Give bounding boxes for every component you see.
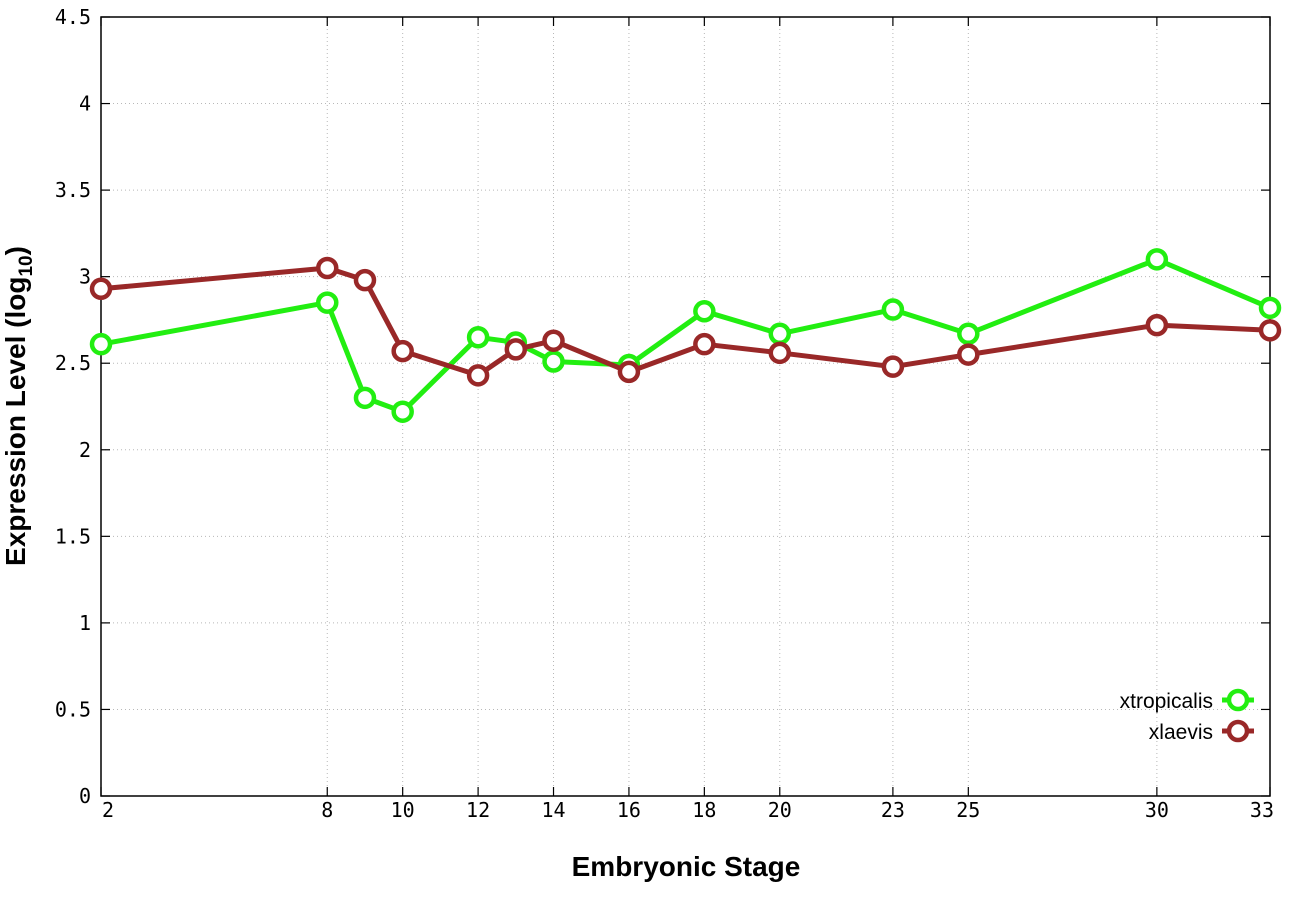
tick-marks — [100, 16, 1271, 797]
legend-key-xlaevis — [1222, 719, 1254, 743]
data-point-xtropicalis — [1258, 296, 1282, 320]
data-point-xlaevis — [1258, 319, 1282, 342]
data-point-xlaevis — [881, 355, 905, 378]
y-axis-title-close: ) — [0, 246, 31, 255]
y-tick-label: 0 — [79, 784, 91, 808]
series-line-xlaevis — [100, 265, 1271, 378]
x-tick-label: 23 — [881, 798, 905, 822]
data-point-xlaevis — [504, 338, 528, 361]
data-point-xtropicalis — [391, 400, 414, 423]
grid — [101, 17, 1270, 796]
data-point-xlaevis — [316, 256, 339, 280]
x-tick-label: 25 — [956, 798, 980, 822]
data-point-xlaevis — [353, 268, 377, 292]
x-tick-label: 14 — [541, 798, 565, 822]
data-point-xtropicalis — [316, 291, 339, 314]
data-point-xtropicalis — [768, 322, 792, 346]
x-tick-label: 18 — [692, 798, 716, 822]
y-tick-label: 2.5 — [55, 351, 91, 375]
legend-label-xlaevis: xlaevis — [1149, 721, 1213, 744]
y-axis-title-subscript: 10 — [16, 255, 37, 276]
x-tick-label: 10 — [391, 798, 415, 822]
data-point-xtropicalis — [89, 332, 113, 356]
legend-label-xtropicalis: xtropicalis — [1120, 690, 1213, 713]
x-tick-label: 16 — [617, 798, 641, 822]
y-tick-label: 3.5 — [55, 178, 91, 202]
data-point-xtropicalis — [353, 386, 377, 410]
legend-marker — [1226, 688, 1250, 712]
x-tick-label: 12 — [466, 798, 490, 822]
data-point-xlaevis — [466, 364, 490, 387]
x-axis-title: Embryonic Stage — [572, 851, 801, 882]
x-tick-label: 2 — [102, 798, 114, 822]
data-point-xtropicalis — [542, 350, 565, 373]
y-tick-label: 0.5 — [55, 697, 91, 721]
data-point-xlaevis — [617, 360, 641, 384]
x-tick-label: 20 — [768, 798, 792, 822]
y-tick-label: 2 — [79, 438, 91, 462]
legend-key-xtropicalis — [1222, 688, 1254, 712]
data-point-xtropicalis — [881, 298, 905, 321]
data-point-xlaevis — [391, 339, 414, 363]
data-point-xlaevis — [768, 341, 792, 365]
x-tick-label: 33 — [1250, 798, 1274, 822]
y-tick-label: 1 — [79, 611, 91, 635]
data-point-xlaevis — [542, 329, 565, 352]
data-point-xtropicalis — [693, 300, 716, 323]
y-tick-label: 1.5 — [55, 524, 91, 548]
y-tick-label: 3 — [79, 265, 91, 289]
data-point-xtropicalis — [466, 326, 490, 349]
x-tick-label: 30 — [1145, 798, 1169, 822]
y-tick-label: 4 — [79, 92, 91, 116]
legend-marker — [1226, 719, 1250, 743]
tick-labels: 0 0.5 1 1.5 2 2.5 3 3.5 4 4.5 2 8 10 12 14 16 18 20 23 25 30… — [55, 5, 1274, 822]
data-point-xlaevis — [693, 332, 716, 356]
data-point-xtropicalis — [957, 322, 980, 346]
data-point-xtropicalis — [1145, 248, 1169, 271]
y-axis-title: Expression Level (log10) — [0, 246, 37, 566]
x-tick-label: 8 — [321, 798, 333, 822]
y-axis-title-main: Expression Level (log — [0, 277, 31, 566]
series — [89, 248, 1282, 423]
legend: xtropicalis xlaevis — [1120, 688, 1254, 744]
y-tick-label: 4.5 — [55, 5, 91, 29]
data-point-xlaevis — [957, 343, 980, 366]
data-point-xlaevis — [89, 277, 113, 301]
data-point-xlaevis — [1145, 313, 1169, 337]
plot-frame — [100, 16, 1271, 797]
